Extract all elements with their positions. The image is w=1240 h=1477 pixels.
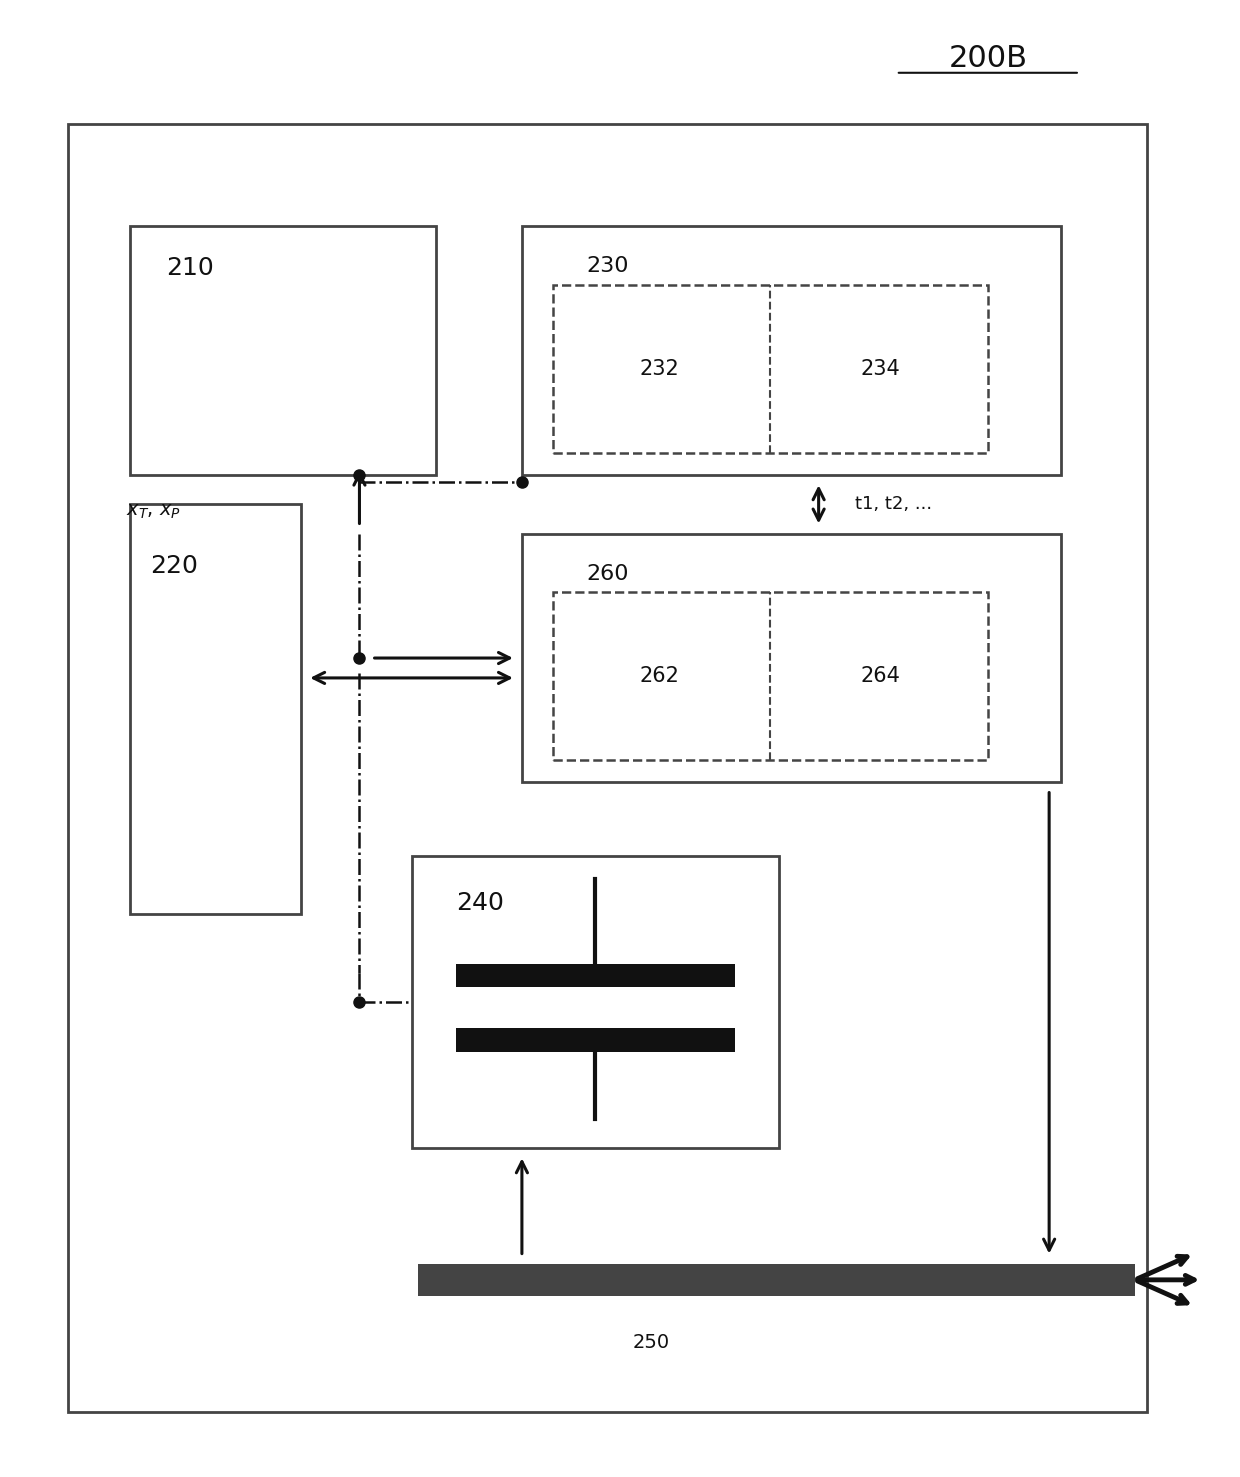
Text: 234: 234 xyxy=(861,359,900,380)
Text: 240: 240 xyxy=(456,891,503,914)
FancyBboxPatch shape xyxy=(456,1028,735,1052)
Text: 264: 264 xyxy=(861,666,900,687)
Text: 230: 230 xyxy=(587,256,629,276)
FancyBboxPatch shape xyxy=(456,964,735,987)
FancyBboxPatch shape xyxy=(129,505,301,914)
Text: 260: 260 xyxy=(587,564,629,583)
FancyBboxPatch shape xyxy=(522,226,1061,476)
Text: t1, t2, ...: t1, t2, ... xyxy=(856,495,932,514)
Text: $x_T$, $x_P$: $x_T$, $x_P$ xyxy=(126,502,181,521)
Text: 200B: 200B xyxy=(949,44,1027,72)
Text: 262: 262 xyxy=(640,666,680,687)
Text: 220: 220 xyxy=(150,554,198,578)
Text: 210: 210 xyxy=(166,256,215,281)
FancyBboxPatch shape xyxy=(412,855,780,1148)
Text: 250: 250 xyxy=(632,1332,670,1351)
FancyBboxPatch shape xyxy=(129,226,436,476)
FancyBboxPatch shape xyxy=(68,124,1147,1412)
FancyBboxPatch shape xyxy=(418,1264,1135,1295)
FancyBboxPatch shape xyxy=(522,533,1061,783)
Text: 232: 232 xyxy=(640,359,680,380)
